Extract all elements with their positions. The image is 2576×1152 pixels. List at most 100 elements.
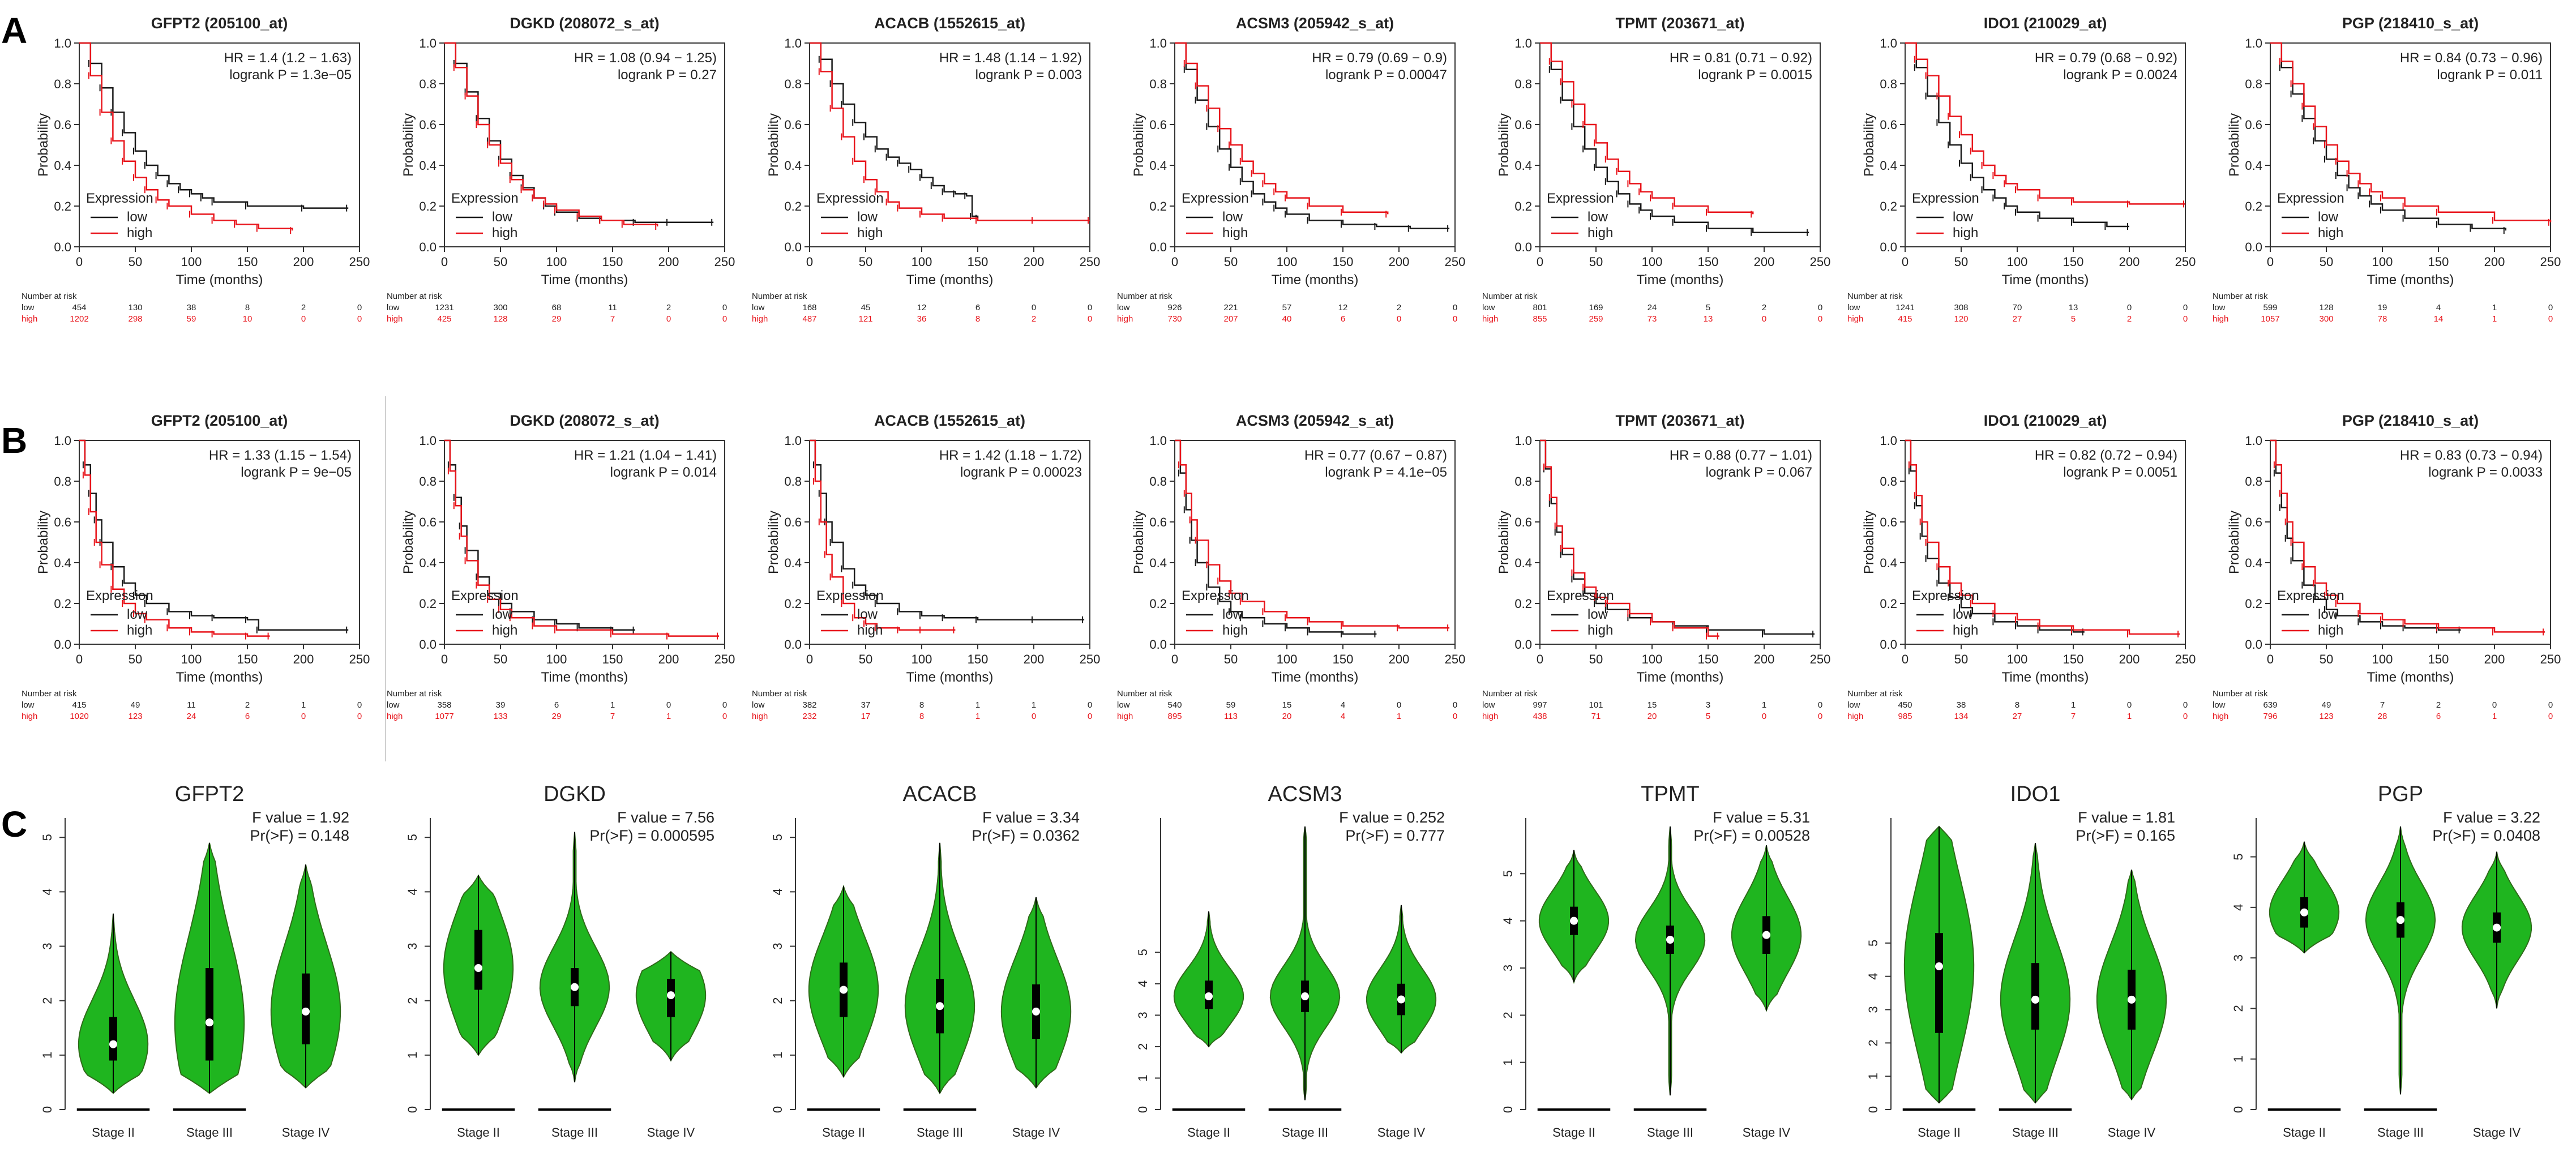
risk-table-title: Number at risk: [22, 689, 77, 699]
risk-value-low: 24: [1648, 303, 1657, 312]
risk-value-high: 855: [1533, 314, 1547, 324]
y-tick-label: 0.0: [1149, 637, 1167, 652]
risk-value-high: 796: [2263, 712, 2277, 721]
y-tick-label: 0.8: [784, 474, 802, 489]
risk-value-high: 0: [357, 712, 362, 721]
x-axis-label: Time (months): [906, 670, 994, 685]
risk-value-high: 7: [610, 314, 615, 324]
x-tick-label: 50: [2320, 652, 2333, 666]
risk-value-low: 0: [1453, 303, 1457, 312]
plot-frame: [809, 440, 1090, 645]
risk-row-label-low: low: [22, 700, 35, 710]
y-tick-label: 0.6: [1149, 118, 1167, 132]
y-tick-label: 0.2: [1149, 597, 1167, 611]
risk-value-low: 3: [1706, 700, 1710, 710]
risk-value-low: 2: [1762, 303, 1766, 312]
iqr-box: [109, 1017, 117, 1061]
legend-label-high: high: [1953, 623, 1978, 638]
risk-table-title: Number at risk: [752, 292, 807, 301]
risk-value-high: 29: [552, 712, 562, 721]
x-tick-label: 100: [1277, 255, 1298, 269]
logrank-annotation: logrank P = 0.00023: [960, 465, 1082, 480]
x-tick-label: Stage IV: [1012, 1125, 1060, 1140]
y-tick-label: 1: [771, 1052, 785, 1059]
median-point: [109, 1040, 117, 1048]
x-axis-label: Time (months): [2367, 272, 2454, 288]
y-tick-label: 3: [771, 943, 785, 949]
risk-value-low: 0: [1818, 303, 1822, 312]
y-axis-label: Probability: [1862, 511, 1877, 574]
risk-value-high: 121: [858, 314, 872, 324]
y-tick-label: 0.8: [54, 474, 71, 489]
y-tick-label: 0.4: [419, 556, 437, 570]
y-axis-label: Probability: [766, 511, 781, 574]
legend-label-high: high: [492, 623, 517, 638]
legend-label-high: high: [1222, 225, 1248, 241]
hr-annotation: HR = 1.21 (1.04 − 1.41): [574, 448, 717, 463]
y-tick-label: 4: [405, 888, 420, 895]
risk-table-title: Number at risk: [1482, 292, 1538, 301]
risk-value-high: 0: [2548, 314, 2553, 324]
pr-annotation: Pr(>F) = 0.165: [2076, 827, 2175, 844]
x-tick-label: 250: [2175, 255, 2196, 269]
y-tick-label: 3: [1866, 1006, 1880, 1013]
risk-row-label-high: high: [22, 712, 37, 721]
legend-label-low: low: [492, 209, 513, 225]
risk-value-high: 425: [437, 314, 451, 324]
risk-value-low: 1: [2071, 700, 2076, 710]
risk-value-high: 0: [301, 712, 306, 721]
legend-label-low: low: [492, 607, 513, 622]
logrank-annotation: logrank P = 0.0015: [1698, 67, 1812, 83]
y-tick-label: 0.4: [1514, 556, 1532, 570]
risk-value-high: 20: [1648, 712, 1657, 721]
median-point: [1397, 995, 1405, 1004]
risk-value-high: 1: [2492, 314, 2497, 324]
chart-title: DGKD (208072_s_at): [510, 412, 659, 429]
risk-value-high: 895: [1167, 712, 1182, 721]
risk-value-low: 5: [1706, 303, 1710, 312]
y-tick-label: 1.0: [54, 36, 71, 50]
risk-value-low: 0: [1088, 700, 1092, 710]
y-tick-label: 2: [1866, 1039, 1880, 1046]
risk-value-low: 0: [666, 700, 671, 710]
x-tick-label: Stage II: [457, 1125, 500, 1140]
risk-value-high: 0: [1818, 314, 1822, 324]
risk-value-high: 8: [975, 314, 980, 324]
plot-frame: [444, 42, 725, 247]
legend-label-high: high: [1587, 225, 1613, 241]
y-tick-label: 0.0: [784, 637, 802, 652]
risk-row-label-low: low: [1117, 700, 1130, 710]
survival-curve-high: [810, 439, 956, 631]
risk-value-high: 123: [128, 712, 142, 721]
risk-value-low: 68: [552, 303, 562, 312]
legend-label-low: low: [2318, 209, 2339, 225]
risk-value-high: 134: [1954, 712, 1968, 721]
pr-annotation: Pr(>F) = 0.148: [250, 827, 349, 844]
y-tick-label: 0.6: [1880, 118, 1897, 132]
median-point: [206, 1018, 213, 1027]
y-tick-label: 0.6: [1514, 515, 1532, 529]
risk-value-high: 0: [357, 314, 362, 324]
risk-value-low: 101: [1589, 700, 1603, 710]
risk-value-high: 415: [1898, 314, 1912, 324]
y-tick-label: 1: [40, 1052, 54, 1059]
risk-value-high: 73: [1648, 314, 1657, 324]
risk-value-high: 4: [1341, 712, 1345, 721]
risk-value-low: 0: [2183, 303, 2188, 312]
y-tick-label: 0.4: [1514, 159, 1532, 173]
hr-annotation: HR = 0.82 (0.72 − 0.94): [2035, 448, 2177, 463]
x-tick-label: 150: [2063, 255, 2084, 269]
panel-label-c: C: [1, 804, 27, 845]
legend-label-low: low: [1953, 607, 1974, 622]
chart-title: ACACB (1552615_at): [874, 15, 1025, 32]
risk-value-high: 28: [2378, 712, 2387, 721]
risk-value-low: 128: [2319, 303, 2333, 312]
survival-curve-high: [444, 439, 720, 637]
survival-curve-low: [1540, 439, 1815, 635]
y-tick-label: 0.0: [54, 240, 71, 254]
median-point: [840, 986, 848, 994]
y-tick-label: 0.0: [1880, 240, 1897, 254]
